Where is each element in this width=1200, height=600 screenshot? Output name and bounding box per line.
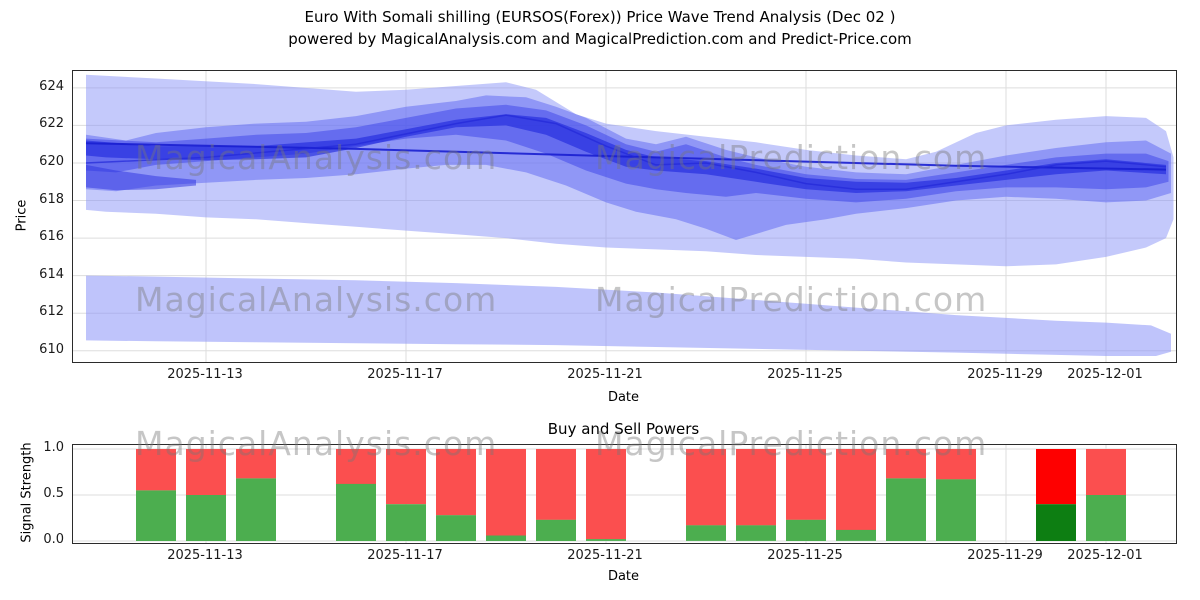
price-y-tick-label: 620 (39, 154, 64, 169)
chart-title: Euro With Somali shilling (EURSOS(Forex)… (304, 8, 896, 26)
buy-power-bar (836, 529, 876, 541)
price-y-tick-label: 616 (39, 229, 64, 244)
price-wave-plot (72, 70, 1177, 363)
price-y-tick-label: 624 (39, 79, 64, 94)
price-wave-svg (73, 71, 1176, 362)
sell-power-bar (786, 449, 826, 520)
price-y-tick-label: 622 (39, 116, 64, 131)
price-y-tick-label: 618 (39, 192, 64, 207)
watermark-magicalanalysis: MagicalAnalysis.com (135, 138, 498, 177)
sell-power-bar (186, 449, 226, 495)
sell-power-bar (336, 449, 376, 484)
sell-power-bar (936, 449, 976, 480)
price-x-tick-label: 2025-11-13 (167, 367, 243, 382)
buy-power-bar (736, 525, 776, 541)
watermark-magicalanalysis: MagicalAnalysis.com (135, 424, 498, 463)
buy-power-bar (586, 539, 626, 541)
power-x-tick-label: 2025-11-21 (567, 548, 643, 563)
sell-power-bar (136, 449, 176, 491)
power-bars-plot (72, 444, 1177, 544)
wave-band-left-cluster (86, 164, 196, 191)
sell-power-bar (236, 449, 276, 479)
buy-power-bar (786, 519, 826, 541)
sell-power-bar (686, 449, 726, 526)
buy-power-bar (1036, 504, 1076, 541)
sell-power-bar (736, 449, 776, 526)
price-y-tick-label: 612 (39, 304, 64, 319)
price-x-tick-label: 2025-11-21 (567, 367, 643, 382)
power-x-tick-label: 2025-11-13 (167, 548, 243, 563)
price-y-tick-label: 610 (39, 342, 64, 357)
sell-power-bar (586, 449, 626, 540)
buy-power-bar (236, 478, 276, 541)
watermark-magicalprediction: MagicalPrediction.com (595, 138, 988, 177)
buy-power-bar (136, 490, 176, 541)
price-x-tick-label: 2025-12-01 (1067, 367, 1143, 382)
power-x-tick-label: 2025-11-29 (967, 548, 1043, 563)
power-xaxis-label: Date (607, 569, 640, 584)
buy-power-bar (436, 515, 476, 541)
power-bars-svg (73, 445, 1176, 543)
buy-power-bar (186, 495, 226, 541)
sell-power-bar (886, 449, 926, 479)
buy-power-bar (886, 478, 926, 541)
trend-line (85, 142, 1167, 171)
power-chart-title: Buy and Sell Powers (547, 420, 700, 438)
buy-power-bar (1086, 495, 1126, 541)
power-y-tick-label: 0.0 (43, 532, 64, 547)
wave-band-lower-band (86, 275, 1171, 356)
chart-subtitle: powered by MagicalAnalysis.com and Magic… (288, 30, 912, 48)
watermark-magicalprediction: MagicalPrediction.com (595, 280, 988, 319)
sell-power-bar (486, 449, 526, 536)
price-y-tick-label: 614 (39, 267, 64, 282)
power-x-tick-label: 2025-12-01 (1067, 548, 1143, 563)
power-x-tick-label: 2025-11-17 (367, 548, 443, 563)
power-y-tick-label: 0.5 (43, 486, 64, 501)
price-xaxis-label: Date (607, 390, 640, 405)
buy-power-bar (486, 535, 526, 541)
power-y-tick-label: 1.0 (43, 440, 64, 455)
sell-power-bar (836, 449, 876, 530)
buy-power-bar (336, 483, 376, 541)
buy-power-bar (936, 479, 976, 541)
sell-power-bar (386, 449, 426, 505)
buy-power-bar (686, 525, 726, 541)
price-x-tick-label: 2025-11-25 (767, 367, 843, 382)
watermark-magicalprediction: MagicalPrediction.com (595, 424, 988, 463)
watermark-magicalanalysis: MagicalAnalysis.com (135, 280, 498, 319)
wave-line (85, 114, 1167, 191)
sell-power-bar (536, 449, 576, 520)
sell-power-bar (436, 449, 476, 516)
sell-power-bar (1086, 449, 1126, 495)
power-x-tick-label: 2025-11-25 (767, 548, 843, 563)
buy-power-bar (536, 519, 576, 541)
buy-power-bar (386, 504, 426, 541)
price-x-tick-label: 2025-11-17 (367, 367, 443, 382)
price-x-tick-label: 2025-11-29 (967, 367, 1043, 382)
sell-power-bar (1036, 449, 1076, 505)
